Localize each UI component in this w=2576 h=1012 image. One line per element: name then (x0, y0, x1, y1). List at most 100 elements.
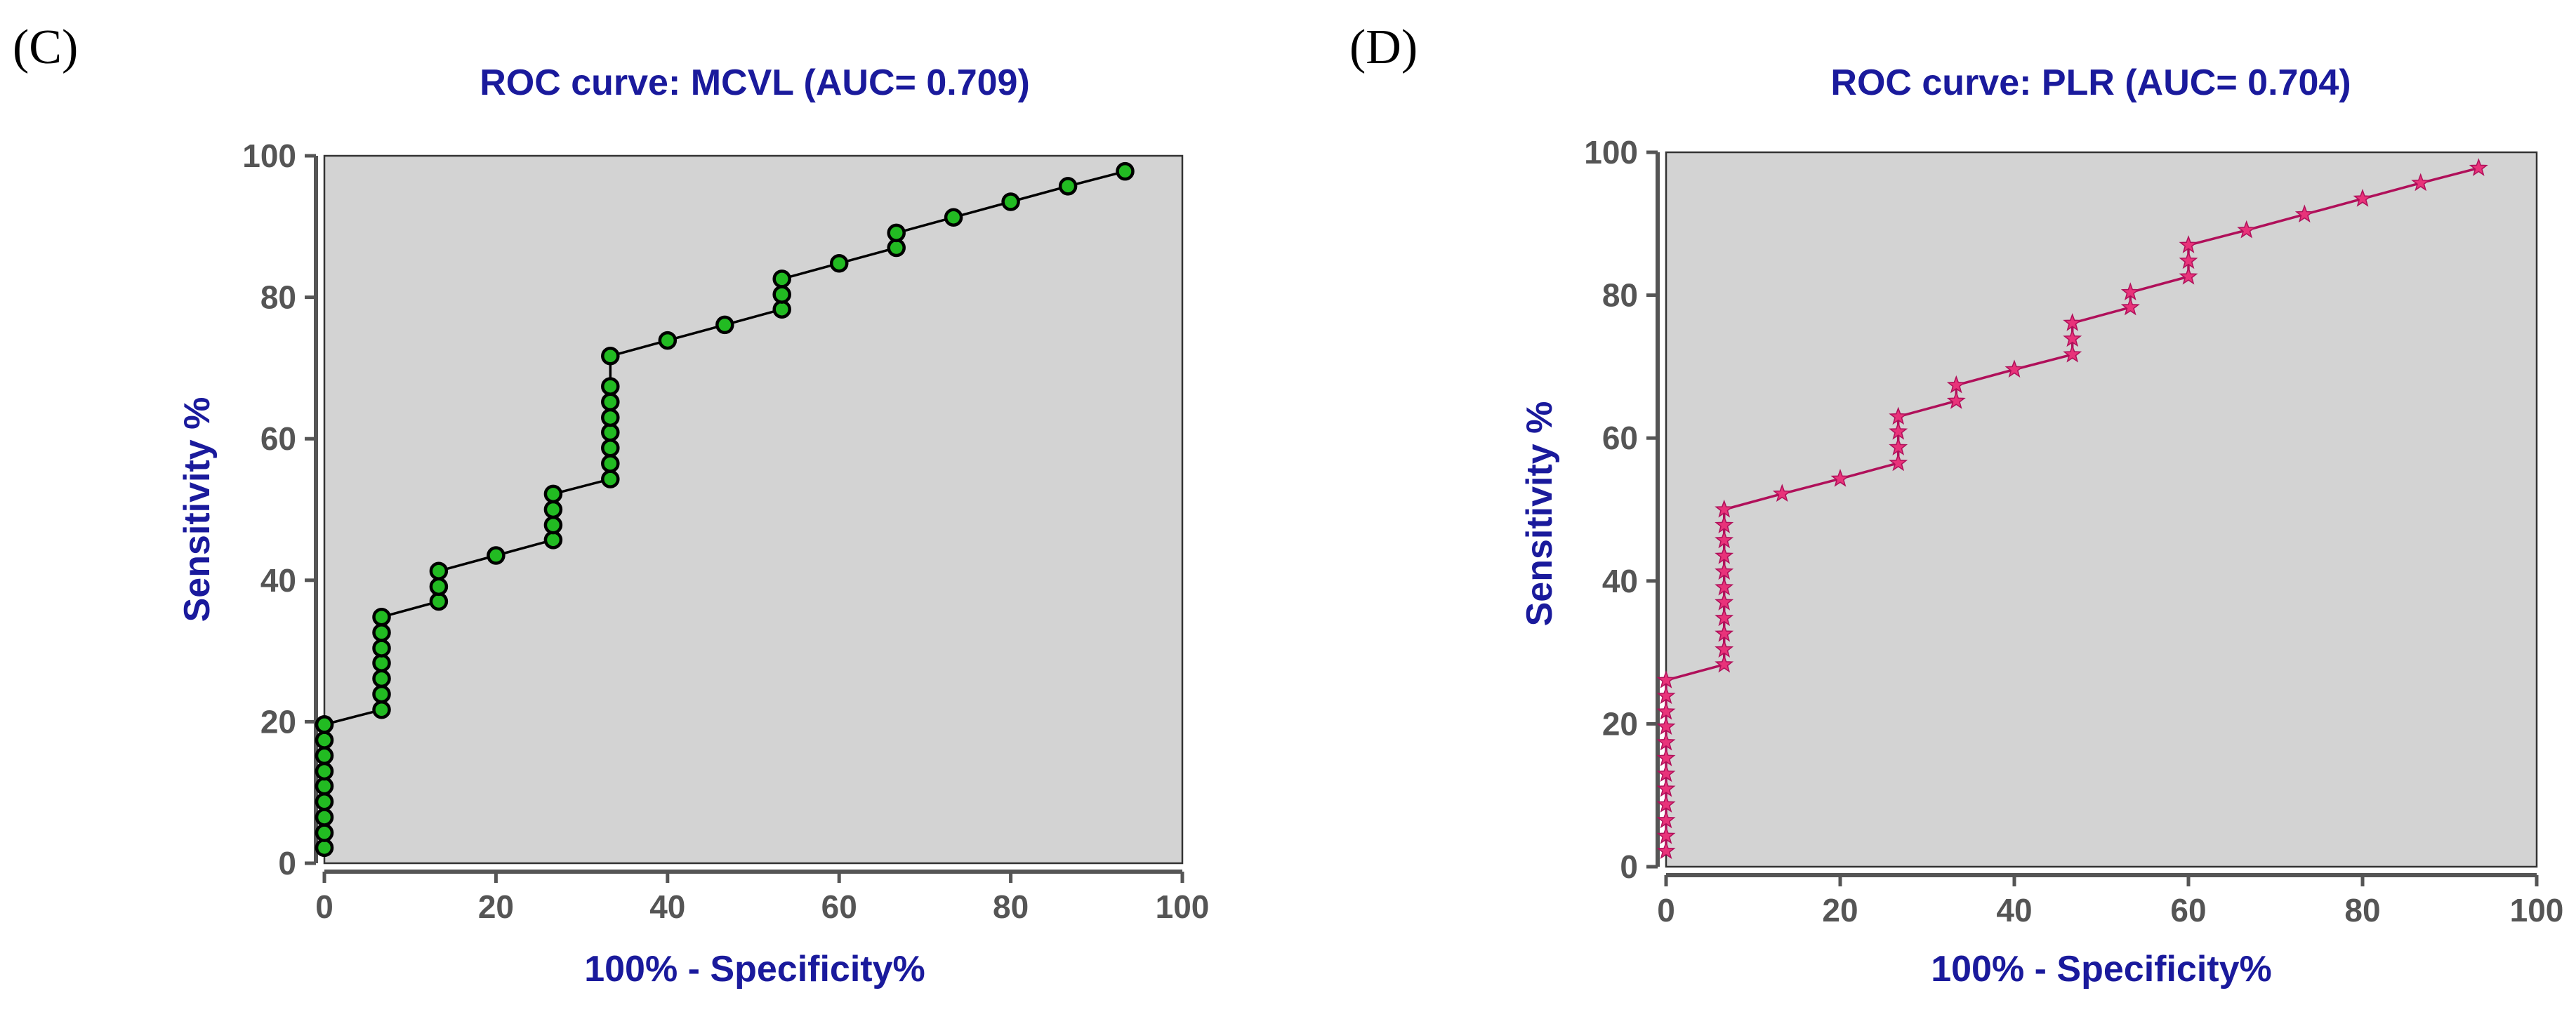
data-point (1656, 717, 1676, 735)
data-point (315, 715, 334, 734)
data-point (1715, 654, 1734, 673)
data-point (601, 470, 620, 488)
plot-area (1665, 151, 2538, 868)
y-tick-label: 100 (1584, 134, 1638, 171)
data-point (1058, 177, 1078, 196)
data-point (1715, 546, 1734, 564)
data-point (601, 408, 620, 427)
tick-labels: 0 20 40 60 80 100 0 20 40 60 80 100 (242, 138, 1209, 925)
data-point (543, 515, 563, 535)
data-point (1715, 592, 1734, 611)
data-point (429, 577, 449, 597)
chart-title: ROC curve: MCVL (AUC= 0.709) (480, 62, 1030, 103)
data-point (1946, 391, 1966, 409)
y-tick-label: 20 (1602, 705, 1638, 742)
data-point (1715, 623, 1734, 642)
data-point (1656, 701, 1676, 720)
data-point (2411, 173, 2431, 192)
data-point (372, 700, 391, 719)
data-point (315, 761, 334, 781)
data-point (372, 623, 391, 642)
x-tick-label: 0 (315, 888, 333, 925)
data-point (2063, 344, 2082, 363)
x-tick-label: 20 (1822, 892, 1858, 928)
data-point (543, 500, 563, 519)
roc-panel-d: (D) ROC curve: PLR (AUC= 0.704) 0 20 40 60 8… (1349, 20, 2563, 990)
data-point (2353, 189, 2372, 207)
y-tick-label: 0 (278, 845, 296, 881)
data-point (772, 300, 791, 319)
data-point (829, 253, 849, 273)
x-axis-label: 100% - Specificity% (1931, 949, 2272, 990)
data-point (2063, 313, 2082, 331)
data-point (1656, 825, 1676, 844)
data-point (543, 484, 563, 504)
panel-label: (C) (13, 20, 78, 74)
data-point (601, 422, 620, 442)
data-point (1830, 468, 1850, 487)
x-axis-label: 100% - Specificity% (584, 949, 925, 990)
data-point (1656, 841, 1676, 860)
data-point (1656, 778, 1676, 797)
data-point (429, 561, 449, 580)
data-point (601, 439, 620, 458)
data-point (1715, 561, 1734, 580)
data-point (1656, 732, 1676, 751)
x-tick-label: 100 (2510, 892, 2564, 928)
data-point (315, 823, 334, 842)
y-tick-label: 80 (1602, 277, 1638, 314)
data-point (315, 776, 334, 796)
data-point (487, 546, 506, 565)
data-point (429, 592, 449, 611)
data-point (1946, 375, 1966, 394)
data-point (1656, 748, 1676, 766)
tick-labels: 0 20 40 60 80 100 0 20 40 60 80 100 (1584, 134, 2563, 928)
data-point (772, 285, 791, 304)
x-tick-label: 80 (993, 888, 1029, 925)
data-point (2004, 359, 2024, 378)
roc-curve (1656, 158, 2488, 860)
data-point (601, 454, 620, 473)
data-point (1715, 499, 1734, 518)
data-point (1889, 421, 1908, 440)
data-point (315, 792, 334, 811)
data-point (2120, 282, 2140, 300)
data-point (715, 315, 734, 335)
y-tick-label: 100 (242, 138, 296, 174)
y-tick-label: 40 (260, 562, 296, 599)
data-point (372, 607, 391, 627)
data-point (1889, 453, 1908, 472)
data-point (2063, 328, 2082, 347)
y-tick-label: 20 (260, 703, 296, 740)
data-point (372, 653, 391, 672)
data-point (1656, 810, 1676, 829)
data-point (1889, 406, 1908, 425)
y-axis-label: Sensitivity % (177, 397, 218, 622)
data-point (772, 269, 791, 288)
data-point (887, 223, 906, 243)
data-point (372, 669, 391, 688)
data-point (2294, 204, 2314, 223)
data-point (2179, 251, 2198, 269)
data-point (658, 331, 678, 350)
data-point (1715, 515, 1734, 533)
y-axis-label: Sensitivity % (1519, 401, 1560, 627)
y-tick-label: 0 (1620, 848, 1638, 885)
data-point (1715, 530, 1734, 549)
x-tick-label: 60 (821, 888, 857, 925)
data-point (2469, 158, 2488, 176)
data-point (543, 531, 563, 550)
y-tick-label: 60 (260, 420, 296, 457)
data-point (372, 684, 391, 704)
data-point (1772, 484, 1792, 502)
data-point (1656, 764, 1676, 783)
data-point (944, 208, 963, 227)
plot-area (323, 154, 1184, 865)
data-point (315, 746, 334, 766)
data-point (601, 347, 620, 366)
x-tick-label: 100 (1156, 888, 1210, 925)
x-tick-label: 40 (1996, 892, 2032, 928)
x-tick-label: 80 (2344, 892, 2380, 928)
data-point (601, 377, 620, 396)
data-point (1715, 577, 1734, 596)
